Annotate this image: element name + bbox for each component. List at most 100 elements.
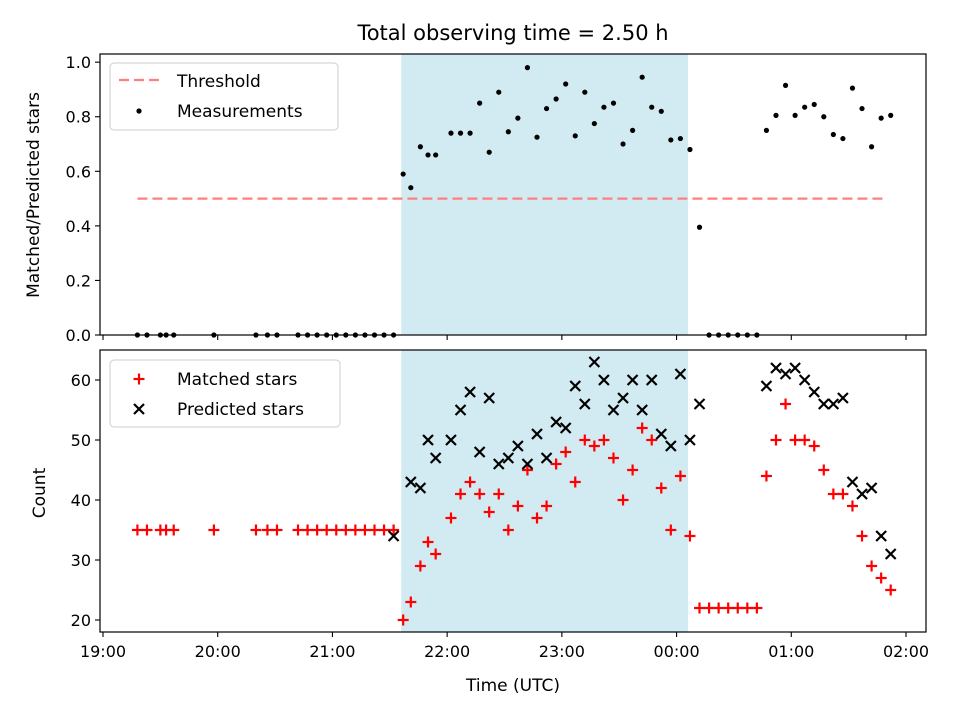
matched-star-point xyxy=(837,488,849,500)
measurement-point xyxy=(763,127,770,133)
measurement-point xyxy=(658,108,664,114)
matched-star-point xyxy=(455,488,467,500)
measurement-point xyxy=(677,135,683,142)
legend-matched-label: Matched stars xyxy=(177,370,297,390)
predicted-star-point xyxy=(655,428,668,440)
matched-star-point xyxy=(770,434,782,446)
predicted-star-point xyxy=(483,392,495,404)
legend-measurements-swatch xyxy=(136,108,142,114)
predicted-star-point xyxy=(502,452,515,464)
measurement-point xyxy=(457,130,464,136)
matched-star-point xyxy=(732,602,744,614)
matched-star-point xyxy=(818,464,830,476)
matched-star-point xyxy=(330,524,342,536)
measurement-point xyxy=(563,81,569,87)
measurement-point xyxy=(888,112,894,118)
predicted-star-point xyxy=(414,482,427,494)
matched-star-point xyxy=(302,524,314,536)
predicted-star-point xyxy=(550,416,562,428)
measurement-point xyxy=(408,185,414,191)
top-axes-frame xyxy=(99,53,927,336)
predicted-star-point xyxy=(837,392,849,404)
measurement-point xyxy=(639,74,645,80)
matched-star-point xyxy=(512,500,524,512)
predicted-star-point xyxy=(684,434,696,446)
predicted-star-point xyxy=(559,422,572,434)
x-tick-label: 00:00 xyxy=(654,642,700,661)
predicted-star-point xyxy=(674,368,687,380)
matched-star-point xyxy=(271,524,283,536)
matched-star-point xyxy=(741,602,753,614)
y-tick-label: 0.0 xyxy=(66,326,91,345)
measurement-point xyxy=(425,152,431,158)
matched-star-point xyxy=(560,446,572,458)
predicted-star-point xyxy=(598,374,610,386)
matched-star-point xyxy=(474,488,486,500)
bottom-panel: 20 30 40 50 60 19:00 20:00 21:00 22:00 23:00 00:0… xyxy=(30,349,929,696)
measurement-point xyxy=(830,131,836,138)
matched-star-point xyxy=(607,452,619,464)
measurement-point xyxy=(859,105,865,112)
predicted-star-point xyxy=(521,458,534,470)
predicted-star-point xyxy=(405,476,417,488)
x-tick-label: 02:00 xyxy=(883,642,929,661)
measurement-point xyxy=(610,100,617,106)
matched-star-point xyxy=(579,434,591,446)
legend-matched-swatch xyxy=(133,373,145,385)
chart-title: Total observing time = 2.50 h xyxy=(356,21,668,45)
measurement-point xyxy=(505,129,511,135)
y-tick-label: 1.0 xyxy=(66,53,91,72)
measurement-point xyxy=(477,100,483,106)
matched-star-point xyxy=(636,422,648,434)
predicted-star-point xyxy=(865,482,878,494)
x-tick-label: 22:00 xyxy=(424,642,470,661)
legend-predicted-label: Predicted stars xyxy=(177,400,304,420)
predicted-star-point xyxy=(846,476,859,488)
bottom-axes-frame xyxy=(99,349,927,633)
measurement-point xyxy=(649,104,655,110)
matched-star-point xyxy=(780,398,792,410)
predicted-star-point xyxy=(540,452,553,464)
matched-star-point xyxy=(885,584,897,596)
matched-star-point xyxy=(684,530,696,542)
measurement-point xyxy=(878,115,884,121)
measurement-point xyxy=(773,112,779,118)
measurement-point xyxy=(840,135,846,142)
matched-star-point xyxy=(827,488,839,500)
measurement-point xyxy=(534,134,540,140)
y-tick-label: 30 xyxy=(71,551,91,570)
matched-star-point xyxy=(261,524,273,536)
bottom-legend-box xyxy=(109,359,341,428)
measurement-point xyxy=(811,101,817,108)
y-tick-label: 20 xyxy=(71,611,91,630)
measurement-point xyxy=(687,146,693,153)
matched-star-point xyxy=(414,560,426,572)
measurement-point xyxy=(668,137,674,143)
matched-star-point xyxy=(617,494,629,506)
matched-star-point xyxy=(531,512,543,524)
matched-star-point xyxy=(250,524,262,536)
predicted-star-point xyxy=(827,398,840,410)
matched-star-point xyxy=(846,500,858,512)
predicted-star-point xyxy=(626,374,639,386)
matched-star-point xyxy=(388,524,400,536)
matched-star-point xyxy=(713,602,725,614)
predicted-star-point xyxy=(531,428,543,440)
matched-star-point xyxy=(483,506,495,518)
predicted-star-point xyxy=(818,398,830,410)
measurement-point xyxy=(782,82,789,88)
matched-star-point xyxy=(875,572,887,584)
measurement-point xyxy=(582,89,588,95)
measurement-point xyxy=(433,152,439,158)
matched-star-point xyxy=(550,458,562,470)
measurement-point xyxy=(601,104,607,110)
legend-measurements-label: Measurements xyxy=(177,102,303,122)
matched-star-point xyxy=(430,548,442,560)
predicted-star-point xyxy=(588,356,601,368)
measurement-point xyxy=(515,115,521,121)
matched-star-point xyxy=(751,602,763,614)
predicted-star-point xyxy=(512,440,524,452)
matched-star-point xyxy=(292,524,304,536)
x-tick-label: 01:00 xyxy=(768,642,814,661)
matched-star-point xyxy=(808,440,820,452)
